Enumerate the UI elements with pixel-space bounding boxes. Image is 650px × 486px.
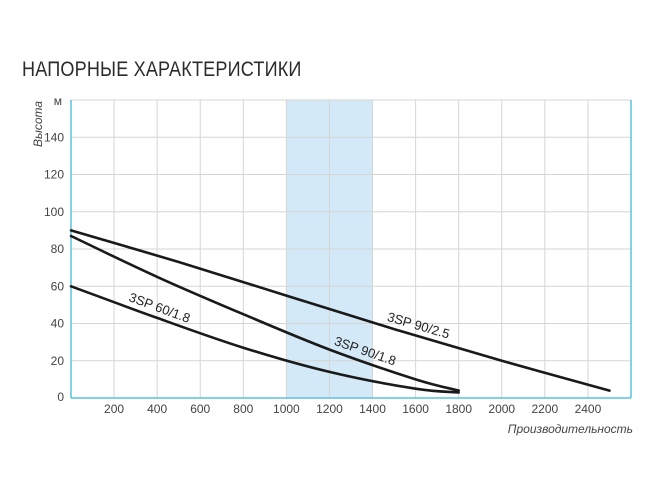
y-tick-label: 40 bbox=[51, 317, 65, 331]
x-tick-label: 1600 bbox=[402, 402, 429, 416]
x-tick-label: 1800 bbox=[445, 402, 472, 416]
y-tick-label: 120 bbox=[44, 168, 64, 182]
x-tick-label: 2000 bbox=[488, 402, 515, 416]
series-line bbox=[69, 234, 460, 392]
y-axis-unit: м bbox=[54, 94, 62, 108]
y-tick-label: 60 bbox=[51, 279, 65, 293]
y-axis-label: Высота bbox=[31, 101, 45, 147]
y-tick-label: 80 bbox=[51, 242, 65, 256]
series-line bbox=[69, 229, 611, 392]
series-line bbox=[69, 285, 460, 394]
y-tick-label: 100 bbox=[44, 205, 64, 219]
x-tick-label: 600 bbox=[190, 402, 210, 416]
x-tick-label: 2200 bbox=[531, 402, 558, 416]
chart-title: НАПОРНЫЕ ХАРАКТЕРИСТИКИ bbox=[22, 58, 302, 81]
y-tick-label: 0 bbox=[57, 390, 64, 404]
x-tick-label: 800 bbox=[233, 402, 253, 416]
x-tick-label: 1200 bbox=[316, 402, 343, 416]
x-axis-label: Производительность bbox=[508, 422, 633, 436]
x-tick-label: 2400 bbox=[575, 402, 602, 416]
x-tick-label: 1400 bbox=[359, 402, 386, 416]
series-label: 3SP 60/1.8 bbox=[127, 290, 192, 326]
x-tick-label: 400 bbox=[147, 402, 167, 416]
y-tick-label: 140 bbox=[44, 130, 64, 144]
y-tick-label: 20 bbox=[51, 354, 65, 368]
x-tick-label: 1000 bbox=[273, 402, 300, 416]
x-tick-label: 200 bbox=[104, 402, 124, 416]
